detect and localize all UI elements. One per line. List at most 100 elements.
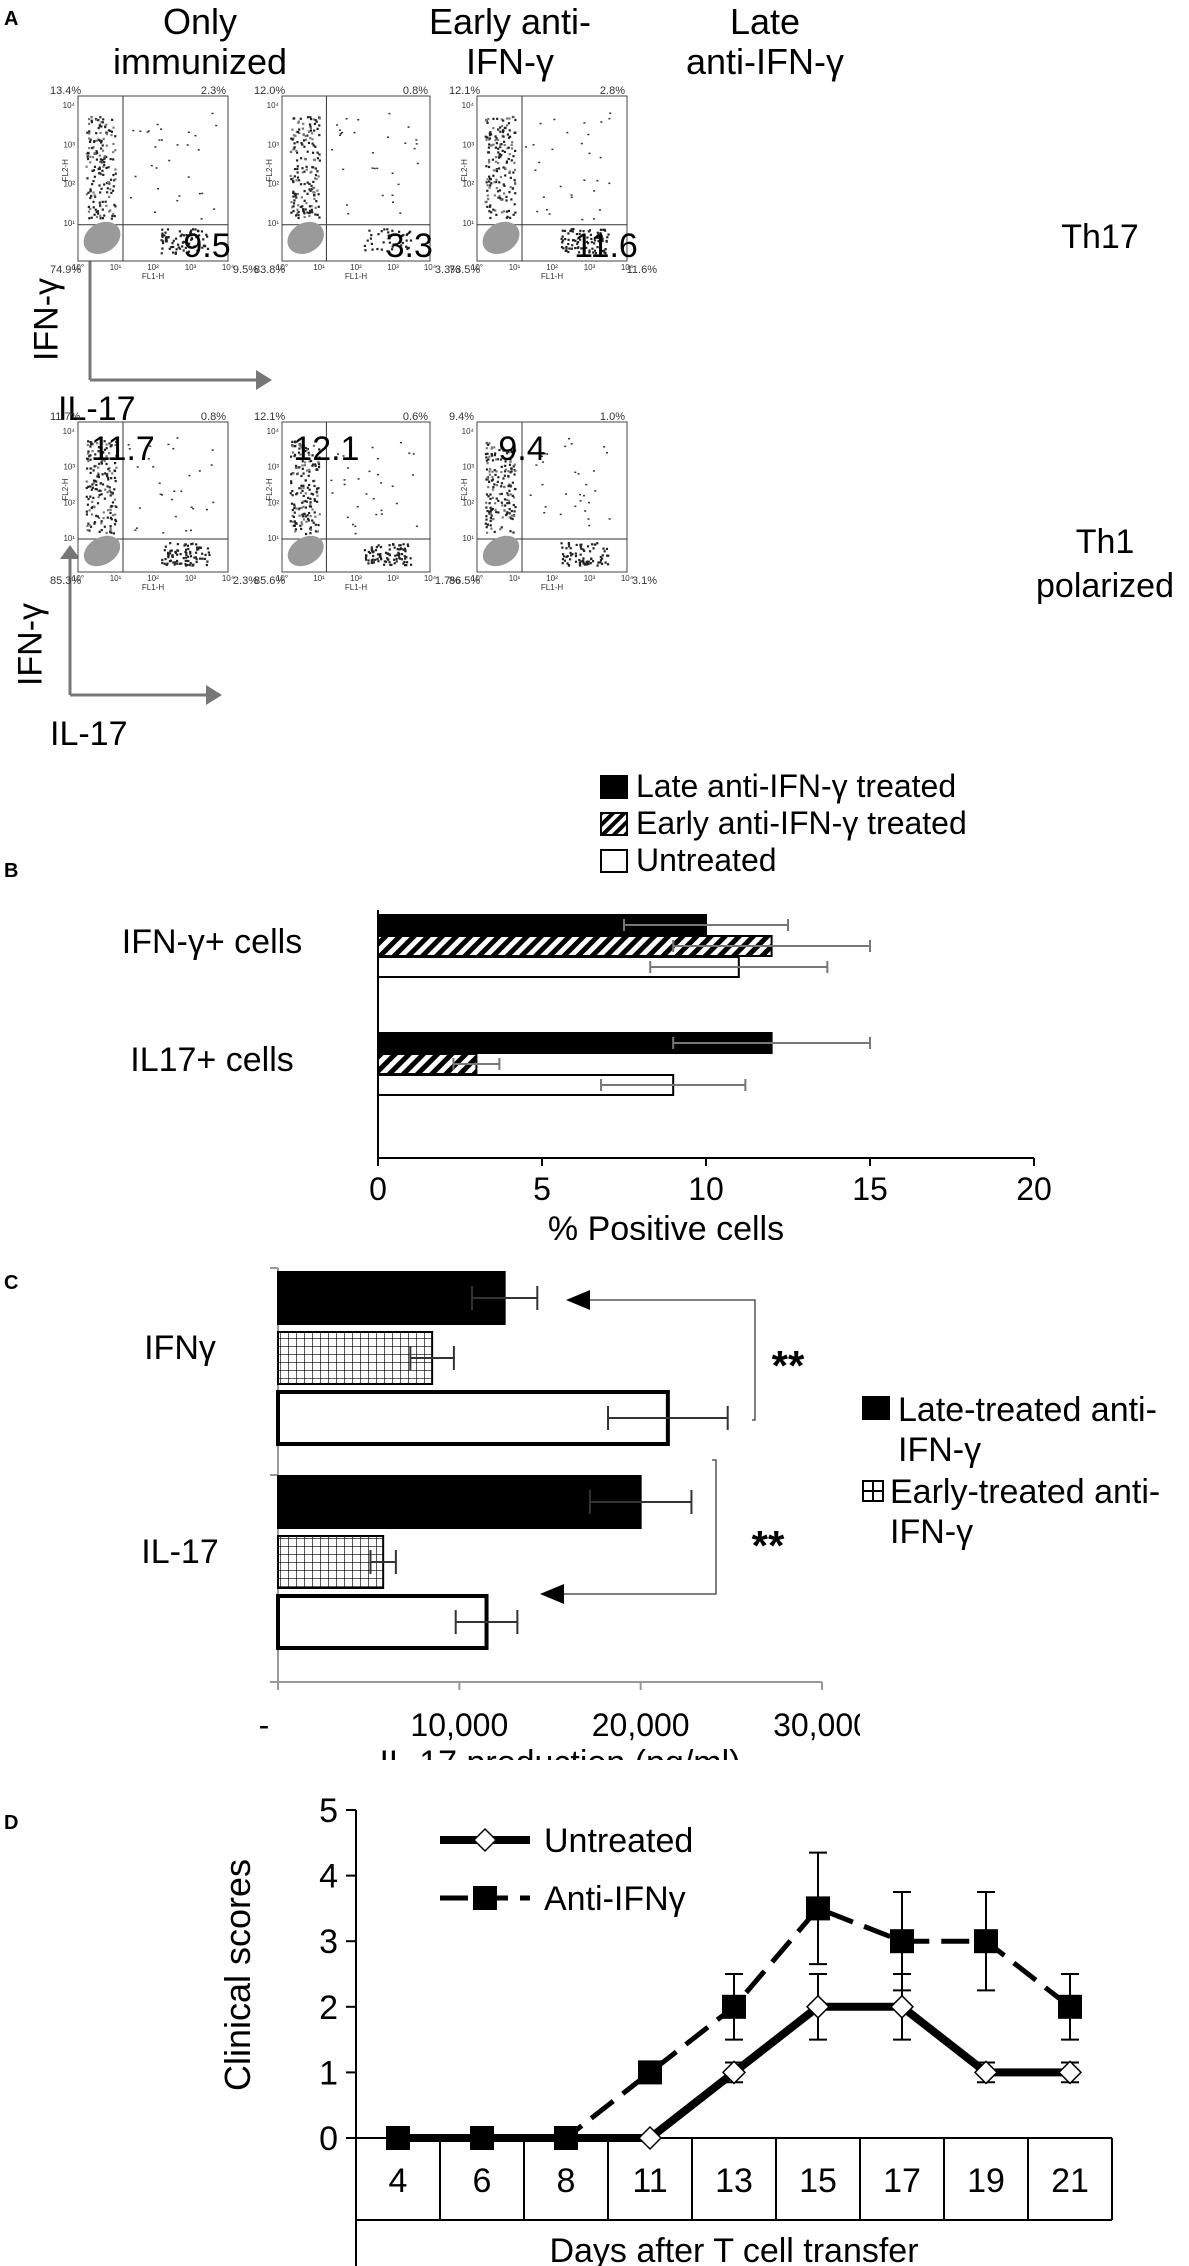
- event-dot: [305, 448, 309, 451]
- event-dot: [494, 209, 497, 212]
- event-dot: [603, 446, 606, 448]
- event-dot: [571, 230, 574, 233]
- legend-swatch-hatch: [600, 811, 628, 836]
- event-dot: [292, 195, 295, 198]
- event-dot: [511, 494, 514, 498]
- event-dot: [102, 118, 105, 121]
- marker-diamond: [721, 2060, 747, 2085]
- event-dot: [109, 508, 112, 511]
- event-dot: [597, 561, 600, 564]
- event-dot: [502, 210, 506, 213]
- event-dot: [107, 181, 110, 184]
- event-dot: [301, 460, 304, 463]
- event-dot: [510, 143, 513, 147]
- event-dot: [365, 554, 368, 557]
- event-dot: [485, 468, 489, 471]
- event-dot: [606, 563, 610, 566]
- event-dot: [490, 447, 493, 450]
- event-dot: [317, 175, 320, 178]
- event-dot: [290, 201, 293, 204]
- event-dot: [596, 234, 600, 237]
- event-dot: [87, 191, 90, 194]
- event-dot: [388, 544, 391, 547]
- event-dot: [585, 240, 589, 244]
- event-dot: [316, 157, 319, 160]
- event-dot: [101, 483, 105, 486]
- event-dot: [93, 151, 96, 155]
- event-dot: [314, 213, 317, 216]
- quadrant-pct-ur: 0.8%: [201, 411, 226, 423]
- fl1-axis-label: FL1-H: [541, 583, 563, 592]
- event-dot: [176, 144, 179, 146]
- marker-square: [470, 2126, 494, 2150]
- event-dot: [309, 514, 312, 518]
- axis-tick-label: 10³: [185, 574, 197, 583]
- event-dot: [306, 514, 309, 517]
- event-dot: [490, 211, 493, 214]
- event-dot: [318, 159, 321, 162]
- event-dot: [90, 216, 93, 219]
- event-dot: [296, 171, 299, 174]
- event-dot: [91, 486, 94, 489]
- event-dot: [93, 522, 96, 525]
- event-dot: [487, 458, 490, 461]
- event-dot: [213, 208, 216, 210]
- event-dot: [317, 465, 321, 469]
- event-dot: [179, 552, 182, 556]
- event-dot: [294, 214, 298, 217]
- event-dot: [293, 142, 296, 145]
- event-dot: [201, 246, 204, 249]
- event-dot: [110, 191, 113, 195]
- event-dot: [395, 560, 398, 563]
- event-dot: [588, 152, 591, 155]
- event-dot: [309, 527, 312, 530]
- event-dot: [512, 213, 515, 216]
- event-dot: [497, 151, 500, 154]
- event-dot: [294, 530, 297, 533]
- axis-tick-label: 10⁴: [63, 427, 76, 436]
- event-dot: [393, 562, 396, 565]
- facs-plot: 10° 10¹ 10² 10³ 10⁴ 10⁴ 10³ 10² 10¹ FL1-H FL2-H 12.…: [242, 408, 470, 608]
- event-dot: [292, 515, 296, 519]
- facs-events: [83, 112, 218, 255]
- event-dot: [304, 506, 308, 509]
- event-dot: [376, 457, 379, 460]
- event-dot: [88, 130, 91, 133]
- event-dot: [99, 131, 102, 135]
- event-dot: [301, 515, 304, 518]
- event-dot: [105, 204, 108, 207]
- event-dot: [103, 183, 106, 186]
- event-dot: [502, 485, 506, 488]
- category-label: IFNγ: [144, 1329, 216, 1367]
- axis-tick-label: 10⁴: [462, 427, 475, 436]
- event-dot: [98, 530, 101, 534]
- event-dot: [336, 124, 339, 126]
- event-dot: [379, 545, 383, 549]
- event-dot: [314, 167, 317, 170]
- event-dot: [487, 146, 491, 149]
- event-dot: [491, 507, 494, 510]
- event-dot: [174, 252, 177, 255]
- event-dot: [487, 510, 491, 513]
- event-dot: [345, 118, 348, 120]
- event-dot: [495, 213, 498, 216]
- event-dot: [89, 161, 92, 164]
- event-dot: [486, 205, 489, 208]
- event-dot: [392, 558, 396, 561]
- event-dot: [502, 477, 505, 480]
- event-dot: [100, 121, 103, 124]
- legend-swatch-solid: [600, 774, 628, 799]
- event-dot: [594, 490, 597, 492]
- event-dot: [564, 238, 567, 241]
- event-dot: [296, 151, 299, 154]
- y-tick-label: 0: [319, 2120, 338, 2158]
- event-dot: [109, 157, 112, 161]
- event-dot: [98, 184, 101, 187]
- event-dot: [314, 515, 317, 518]
- event-dot: [488, 210, 491, 213]
- event-dot: [509, 530, 512, 533]
- axis-tick-label: 10°: [276, 574, 288, 583]
- event-dot: [307, 474, 310, 477]
- event-dot: [298, 447, 301, 450]
- event-dot: [201, 552, 204, 555]
